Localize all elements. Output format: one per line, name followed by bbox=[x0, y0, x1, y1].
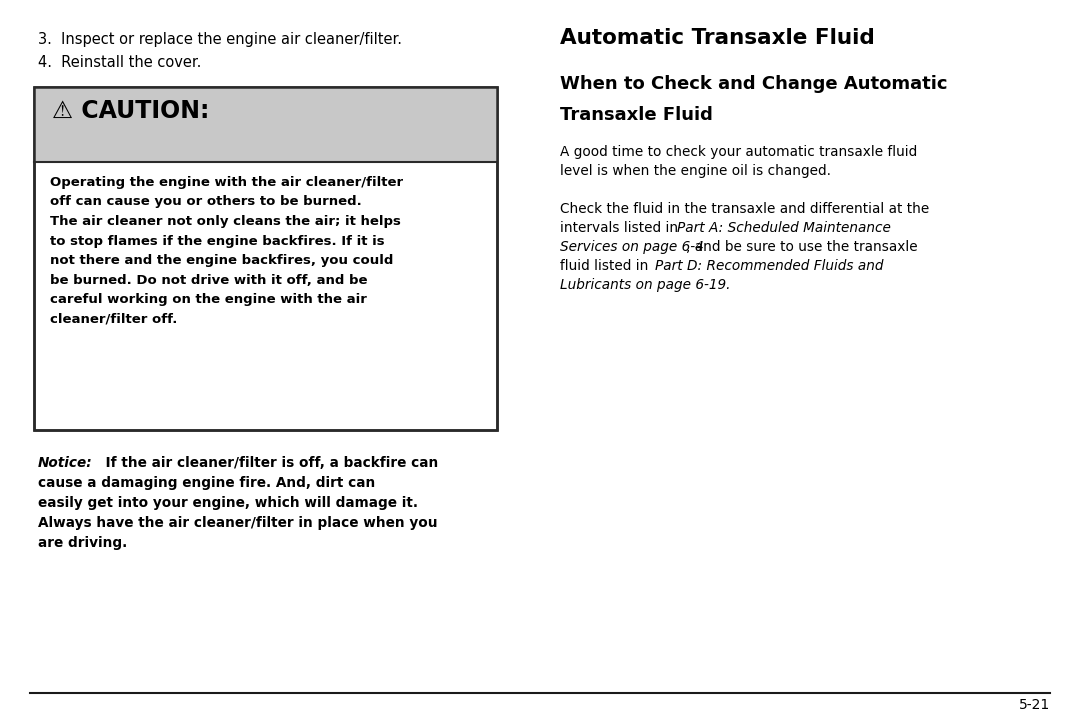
Text: Services on page 6-4: Services on page 6-4 bbox=[561, 240, 704, 254]
Text: Always have the air cleaner/filter in place when you: Always have the air cleaner/filter in pl… bbox=[38, 516, 437, 530]
Text: The air cleaner not only cleans the air; it helps: The air cleaner not only cleans the air;… bbox=[50, 215, 401, 228]
Text: be burned. Do not drive with it off, and be: be burned. Do not drive with it off, and… bbox=[50, 274, 367, 287]
Text: If the air cleaner/filter is off, a backfire can: If the air cleaner/filter is off, a back… bbox=[96, 456, 438, 470]
Text: cleaner/filter off.: cleaner/filter off. bbox=[50, 312, 177, 325]
Bar bbox=[33, 87, 497, 430]
Text: Part D: Recommended Fluids and: Part D: Recommended Fluids and bbox=[654, 259, 883, 273]
Text: Automatic Transaxle Fluid: Automatic Transaxle Fluid bbox=[561, 28, 875, 48]
Text: careful working on the engine with the air: careful working on the engine with the a… bbox=[50, 293, 367, 306]
Text: Operating the engine with the air cleaner/filter: Operating the engine with the air cleane… bbox=[50, 176, 403, 189]
Text: Part A: Scheduled Maintenance: Part A: Scheduled Maintenance bbox=[677, 221, 891, 235]
Text: 5-21: 5-21 bbox=[1018, 698, 1050, 712]
Text: ⚠ CAUTION:: ⚠ CAUTION: bbox=[52, 99, 210, 123]
Text: are driving.: are driving. bbox=[38, 536, 127, 550]
Text: intervals listed in: intervals listed in bbox=[561, 221, 683, 235]
Text: Notice:: Notice: bbox=[38, 456, 93, 470]
Bar bbox=[33, 87, 497, 430]
Text: 4.  Reinstall the cover.: 4. Reinstall the cover. bbox=[38, 55, 201, 70]
Text: level is when the engine oil is changed.: level is when the engine oil is changed. bbox=[561, 164, 831, 178]
Text: easily get into your engine, which will damage it.: easily get into your engine, which will … bbox=[38, 496, 418, 510]
Text: fluid listed in: fluid listed in bbox=[561, 259, 652, 273]
Text: A good time to check your automatic transaxle fluid: A good time to check your automatic tran… bbox=[561, 145, 917, 159]
Text: cause a damaging engine fire. And, dirt can: cause a damaging engine fire. And, dirt … bbox=[38, 476, 375, 490]
Text: Check the fluid in the transaxle and differential at the: Check the fluid in the transaxle and dif… bbox=[561, 202, 929, 216]
Text: When to Check and Change Automatic: When to Check and Change Automatic bbox=[561, 75, 947, 93]
Text: , and be sure to use the transaxle: , and be sure to use the transaxle bbox=[686, 240, 918, 254]
Text: off can cause you or others to be burned.: off can cause you or others to be burned… bbox=[50, 196, 362, 209]
Text: Transaxle Fluid: Transaxle Fluid bbox=[561, 106, 713, 124]
Text: to stop flames if the engine backfires. If it is: to stop flames if the engine backfires. … bbox=[50, 235, 384, 248]
Text: Lubricants on page 6-19.: Lubricants on page 6-19. bbox=[561, 278, 730, 292]
Bar bbox=[33, 87, 497, 162]
Text: 3.  Inspect or replace the engine air cleaner/filter.: 3. Inspect or replace the engine air cle… bbox=[38, 32, 402, 47]
Text: not there and the engine backfires, you could: not there and the engine backfires, you … bbox=[50, 254, 393, 267]
